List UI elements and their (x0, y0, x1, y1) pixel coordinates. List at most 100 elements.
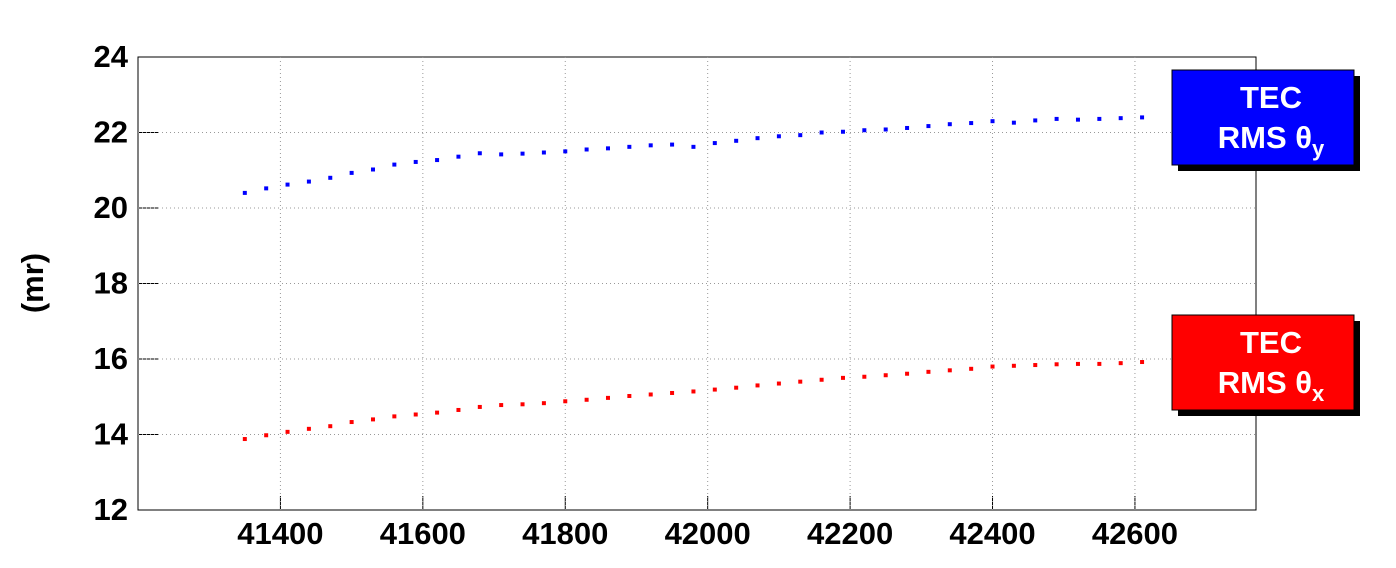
point (370, 167, 375, 172)
point (627, 393, 632, 398)
point (691, 144, 696, 149)
point (1097, 361, 1102, 366)
point (1011, 120, 1016, 125)
point (969, 366, 974, 371)
point (969, 121, 974, 126)
point (840, 375, 845, 380)
point (691, 389, 696, 394)
legend-label: RMS θx (1218, 365, 1325, 406)
point (242, 190, 247, 195)
y-tick-label: 20 (94, 190, 128, 225)
point (755, 136, 760, 141)
point (392, 162, 397, 167)
point (328, 424, 333, 429)
point (456, 154, 461, 159)
point (328, 175, 333, 180)
legend-label-subscript: x (1312, 381, 1325, 406)
point (755, 383, 760, 388)
point (862, 374, 867, 379)
point (819, 130, 824, 135)
y-tick-label: 14 (94, 417, 129, 452)
point (1118, 361, 1123, 366)
point (392, 414, 397, 419)
x-tick-label: 42000 (665, 516, 751, 551)
point (349, 420, 354, 425)
y-tick-label: 24 (94, 39, 129, 74)
point (926, 124, 931, 129)
legend-label: TEC (1240, 325, 1302, 360)
point (499, 403, 504, 408)
point (370, 417, 375, 422)
point (840, 129, 845, 134)
point (670, 142, 675, 147)
point (1054, 116, 1059, 121)
plot-frame (137, 56, 1257, 511)
point (242, 437, 247, 442)
point (1054, 362, 1059, 367)
y-axis-label: (mr) (15, 253, 50, 313)
point (1011, 363, 1016, 368)
point (584, 147, 589, 152)
point (306, 179, 311, 184)
point (670, 390, 675, 395)
point (306, 426, 311, 431)
y-tick-label: 18 (94, 266, 128, 301)
point (990, 119, 995, 124)
y-tick-label: 22 (94, 115, 128, 150)
point (264, 186, 269, 191)
legend-label-subscript: y (1312, 136, 1325, 161)
point (712, 387, 717, 392)
point (563, 399, 568, 404)
legend-label: TEC (1240, 80, 1302, 115)
point (734, 385, 739, 390)
x-tick-label: 41600 (380, 516, 466, 551)
point (862, 128, 867, 133)
point (499, 152, 504, 157)
legend-box (1171, 314, 1355, 411)
y-tick-label: 16 (94, 341, 128, 376)
point (413, 412, 418, 417)
point (1075, 361, 1080, 366)
point (1033, 118, 1038, 123)
point (883, 373, 888, 378)
point (563, 149, 568, 154)
point (1033, 363, 1038, 368)
point (541, 150, 546, 155)
x-tick-label: 41800 (522, 516, 608, 551)
point (990, 364, 995, 369)
point (947, 122, 952, 127)
point (1140, 115, 1145, 120)
x-tick-label: 42600 (1092, 516, 1178, 551)
legend-label-main: RMS θ (1218, 365, 1312, 400)
point (1097, 116, 1102, 121)
point (605, 146, 610, 151)
point (798, 379, 803, 384)
point (435, 410, 440, 415)
point (926, 369, 931, 374)
point (627, 144, 632, 149)
point (648, 143, 653, 148)
point (776, 381, 781, 386)
point (798, 133, 803, 138)
legend-label: RMS θy (1218, 120, 1325, 161)
point (819, 377, 824, 382)
x-tick-label: 42400 (949, 516, 1035, 551)
point (520, 402, 525, 407)
point (712, 141, 717, 146)
point (435, 158, 440, 163)
point (883, 127, 888, 132)
point (947, 368, 952, 373)
point (520, 151, 525, 156)
point (477, 151, 482, 156)
point (264, 433, 269, 438)
x-tick-label: 42200 (807, 516, 893, 551)
point (456, 407, 461, 412)
point (413, 159, 418, 164)
point (285, 429, 290, 434)
point (477, 404, 482, 409)
point (1118, 116, 1123, 121)
point (1075, 117, 1080, 122)
point (905, 371, 910, 376)
point (648, 392, 653, 397)
